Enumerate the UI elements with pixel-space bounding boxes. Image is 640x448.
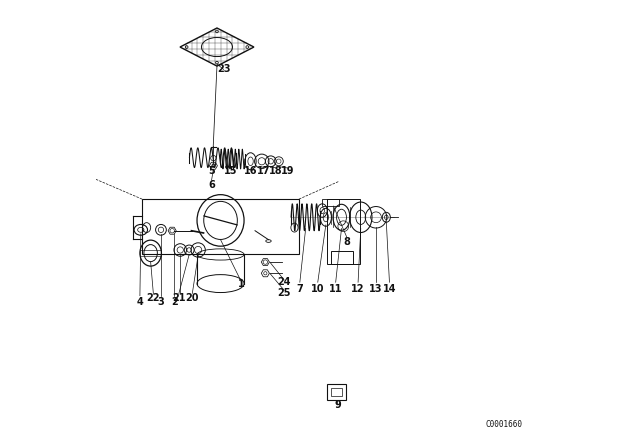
Text: 1: 1 <box>238 280 245 289</box>
Text: 14: 14 <box>383 284 396 294</box>
Circle shape <box>186 46 188 48</box>
Text: 20: 20 <box>186 293 199 303</box>
Text: 18: 18 <box>269 166 283 176</box>
Circle shape <box>246 46 248 48</box>
Text: 11: 11 <box>329 284 342 294</box>
Text: 12: 12 <box>351 284 365 294</box>
Text: 3: 3 <box>157 297 164 307</box>
Text: 7: 7 <box>296 284 303 294</box>
Text: 23: 23 <box>217 65 230 74</box>
Text: 19: 19 <box>281 166 294 176</box>
Text: 13: 13 <box>369 284 383 294</box>
Text: 24: 24 <box>277 277 291 287</box>
Text: 21: 21 <box>172 293 186 303</box>
Text: 2: 2 <box>171 297 178 307</box>
Text: 5: 5 <box>208 166 215 176</box>
Text: 22: 22 <box>147 293 160 303</box>
Text: 17: 17 <box>257 166 271 176</box>
Circle shape <box>216 30 218 33</box>
Text: 4: 4 <box>136 297 143 307</box>
Text: C0001660: C0001660 <box>485 420 522 429</box>
Text: 16: 16 <box>244 166 257 176</box>
Circle shape <box>216 61 218 64</box>
Text: 10: 10 <box>311 284 324 294</box>
Text: 8: 8 <box>344 237 350 247</box>
Text: 6: 6 <box>208 180 215 190</box>
Text: 9: 9 <box>335 401 341 410</box>
Text: 15: 15 <box>223 166 237 176</box>
Text: 25: 25 <box>277 289 291 298</box>
